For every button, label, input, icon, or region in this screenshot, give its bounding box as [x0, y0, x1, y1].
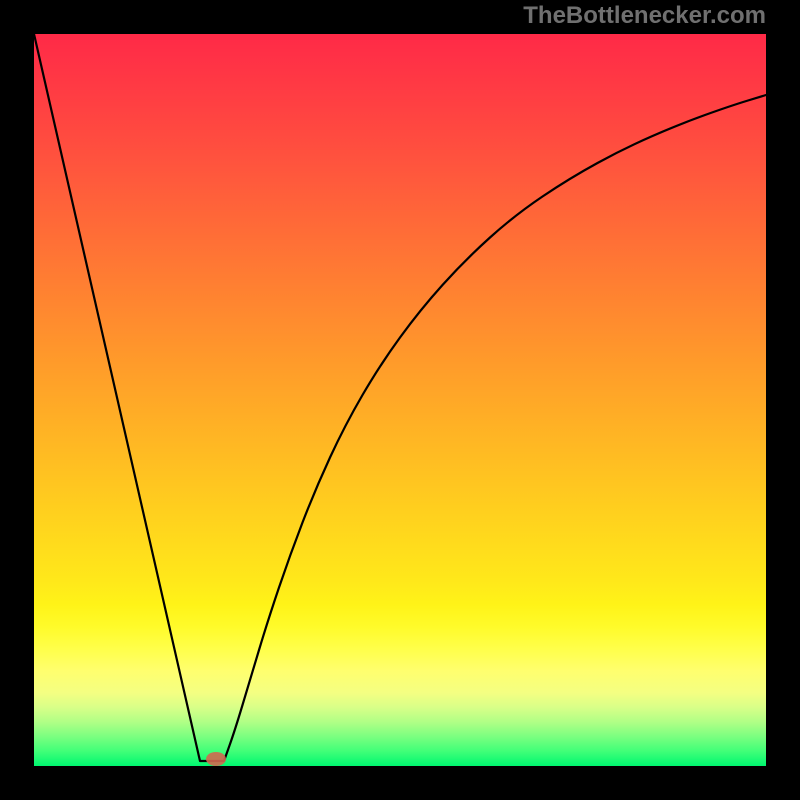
watermark-text: TheBottlenecker.com	[523, 2, 766, 30]
gradient-background	[34, 34, 766, 766]
chart-container: TheBottlenecker.com	[0, 0, 800, 800]
plot-area	[34, 34, 766, 766]
